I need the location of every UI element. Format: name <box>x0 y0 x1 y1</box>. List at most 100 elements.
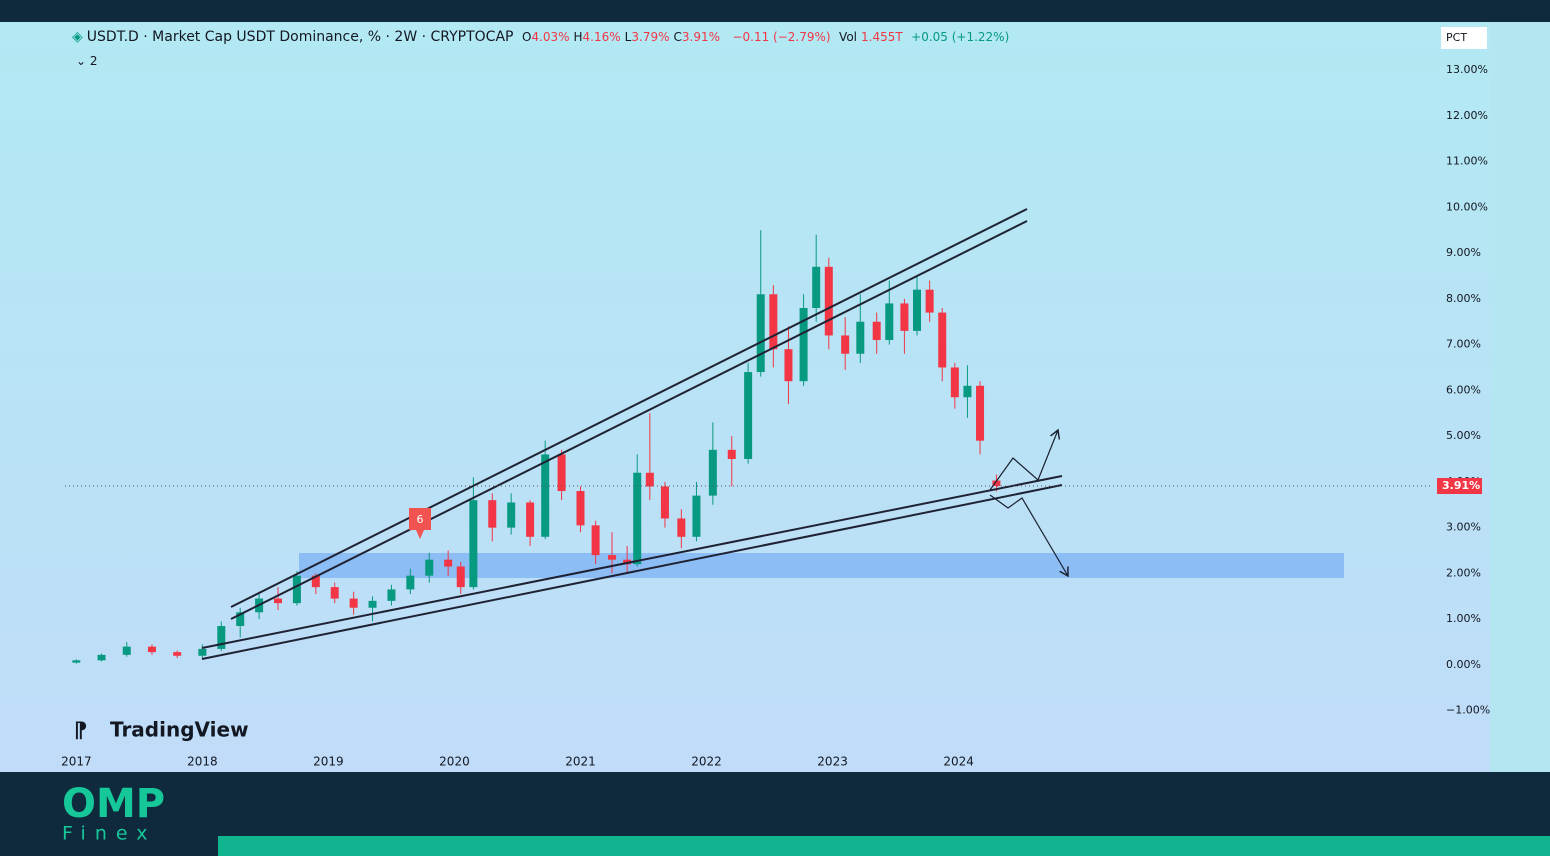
candle-body <box>608 555 617 560</box>
candle-body <box>173 652 182 656</box>
last-price-box <box>1437 478 1482 495</box>
ohlc-value: 3.91% <box>681 30 720 44</box>
candle-body <box>557 454 566 492</box>
candle-body <box>72 660 81 663</box>
candle-body <box>444 559 453 567</box>
scenario-arrow <box>989 494 1068 576</box>
candle-body <box>645 472 654 487</box>
legend-header: ◈ USDT.D · Market Cap USDT Dominance, % ·… <box>72 29 1013 45</box>
y-tick-label: 9.00% <box>1446 246 1481 259</box>
candle-body <box>841 335 850 354</box>
candle-body <box>469 500 478 588</box>
scale-button[interactable] <box>1441 27 1487 49</box>
candle-body <box>744 372 753 460</box>
candle-body <box>576 491 585 526</box>
candle-body <box>976 385 985 441</box>
ohlc-value: 4.16% <box>582 30 621 44</box>
volume: 1.455T <box>861 30 903 44</box>
candle-body <box>913 289 922 331</box>
candle-body <box>147 646 156 653</box>
candle-body <box>950 367 959 398</box>
y-tick-label: 13.00% <box>1446 63 1488 76</box>
watermark: TradingView <box>110 718 249 742</box>
candle-body <box>692 495 701 537</box>
x-tick-label: 2017 <box>61 755 92 769</box>
indicator-count: 2 <box>89 54 98 68</box>
support-zone <box>299 553 1344 578</box>
candle-body <box>292 575 301 604</box>
y-tick-label: 1.00% <box>1446 612 1481 625</box>
candle-body <box>769 294 778 350</box>
candle-body <box>330 587 339 599</box>
change: −0.11 (−2.79%) <box>732 30 831 44</box>
candle-body <box>274 598 283 604</box>
candle-body <box>368 600 377 608</box>
y-tick-label: 10.00% <box>1446 200 1488 213</box>
y-tick-label: 8.00% <box>1446 292 1481 305</box>
logo-mark: ⁋ <box>74 718 87 742</box>
candle-body <box>591 525 600 556</box>
candles <box>72 230 1001 664</box>
x-tick-label: 2021 <box>565 755 596 769</box>
candle-body <box>925 289 934 313</box>
candle-body <box>963 385 972 398</box>
candle-body <box>311 575 320 588</box>
candle-body <box>727 449 736 460</box>
candle-body <box>217 626 226 649</box>
candle-body <box>812 266 821 308</box>
candle-body <box>756 294 765 373</box>
candle-body <box>633 472 642 565</box>
scale-button-label[interactable]: PCT <box>1446 31 1467 44</box>
x-tick-label: 2024 <box>943 755 974 769</box>
y-tick-label: 0.00% <box>1446 658 1481 671</box>
y-tick-label: 6.00% <box>1446 383 1481 396</box>
ohlc-key: C <box>673 30 682 44</box>
brand-sub: Finex <box>62 823 156 845</box>
volume-change: +0.05 (+1.22%) <box>911 30 1010 44</box>
channel-line <box>201 475 1063 649</box>
footer-bar <box>218 836 1550 856</box>
candle-body <box>488 500 497 528</box>
channel-line <box>201 484 1063 660</box>
badge-label: 6 <box>417 513 424 526</box>
candle-body <box>992 480 1001 487</box>
candle-body <box>708 449 717 496</box>
ohlc-key: O <box>521 30 532 44</box>
symbol: USDT.D · Market Cap USDT Dominance, % · … <box>86 29 514 45</box>
symbol-icon: ◈ <box>72 29 83 45</box>
ohlc-value: 4.03% <box>531 30 570 44</box>
candle-body <box>456 566 465 588</box>
scenario-arrow <box>989 430 1058 491</box>
channel-line <box>230 208 1028 608</box>
candle-body <box>425 559 434 576</box>
candle-body <box>97 654 106 661</box>
ohlc-key: H <box>573 30 583 44</box>
ohlc: O4.03% H4.16% L3.79% C3.91% <box>522 29 724 45</box>
last-price-label: 3.91% <box>1442 479 1480 492</box>
x-tick-label: 2020 <box>439 755 470 769</box>
y-tick-label: 2.00% <box>1446 566 1481 579</box>
trend-lines <box>201 208 1063 660</box>
candle-body <box>900 303 909 331</box>
candle-body <box>198 648 207 656</box>
candle-body <box>526 502 535 537</box>
ohlc-key: L <box>624 30 632 44</box>
x-tick-label: 2019 <box>313 755 344 769</box>
y-tick-label: 12.00% <box>1446 109 1488 122</box>
candle-body <box>349 598 358 608</box>
x-tick-label: 2023 <box>817 755 848 769</box>
badge <box>409 508 431 539</box>
candle-body <box>856 321 865 354</box>
right-strip <box>1490 22 1550 772</box>
ohlc-value: 3.79% <box>631 30 670 44</box>
indicators-toggle[interactable]: ⌄ 2 <box>76 54 98 68</box>
channel-line <box>230 220 1028 620</box>
candle-body <box>824 266 833 336</box>
y-tick-label: 11.00% <box>1446 155 1488 168</box>
candle-body <box>872 321 881 341</box>
candle-body <box>387 589 396 601</box>
candle-body <box>122 646 131 655</box>
x-tick-label: 2018 <box>187 755 218 769</box>
